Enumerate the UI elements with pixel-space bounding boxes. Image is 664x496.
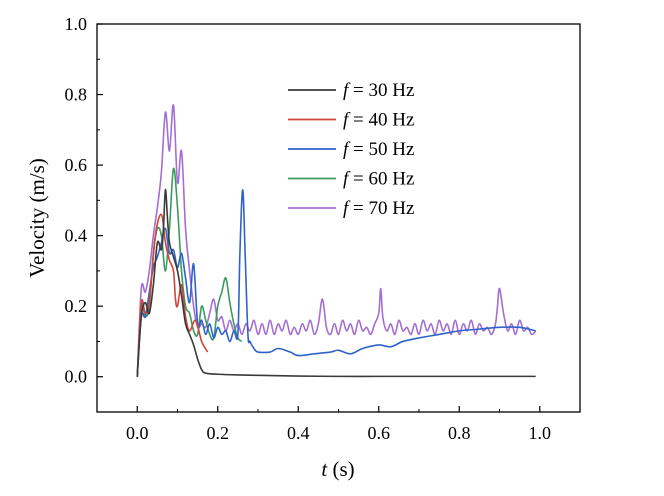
y-tick-label: 1.0 xyxy=(65,14,88,34)
legend-value: = 50 Hz xyxy=(348,139,414,160)
x-tick-label: 0.0 xyxy=(126,423,149,443)
legend-variable: f xyxy=(343,110,351,131)
series-line-2 xyxy=(136,213,209,377)
x-axis-title: t (s) xyxy=(321,457,354,481)
x-tick-label: 1.0 xyxy=(529,423,552,443)
legend-value: = 70 Hz xyxy=(348,198,414,219)
legend: f = 30 Hzf = 40 Hzf = 50 Hzf = 60 Hzf = … xyxy=(288,80,414,219)
legend-label: f = 50 Hz xyxy=(343,139,414,160)
axis-ticks: 0.0 0.2 0.4 0.6 0.8 1.0 0.0 0.2 0.4 0.6 0.8 1.0 xyxy=(65,14,552,443)
legend-label: f = 30 Hz xyxy=(343,80,414,101)
legend-label: f = 70 Hz xyxy=(343,198,414,219)
legend-label: f = 40 Hz xyxy=(343,110,414,131)
x-axis-variable: t xyxy=(321,457,328,481)
legend-value: = 40 Hz xyxy=(348,110,414,131)
legend-value: = 60 Hz xyxy=(348,169,414,190)
legend-label: f = 60 Hz xyxy=(343,169,414,190)
series-lines xyxy=(136,104,537,378)
legend-variable: f xyxy=(343,169,351,190)
x-tick-label: 0.2 xyxy=(207,423,230,443)
legend-value: = 30 Hz xyxy=(348,80,414,101)
y-tick-label: 0.0 xyxy=(65,367,88,387)
legend-variable: f xyxy=(343,80,351,101)
y-tick-label: 0.2 xyxy=(65,296,88,316)
series-line-1 xyxy=(136,188,536,378)
series-line-3 xyxy=(136,188,536,377)
y-tick-label: 0.6 xyxy=(65,155,88,175)
legend-variable: f xyxy=(343,139,351,160)
y-tick-label: 0.8 xyxy=(65,85,88,105)
x-tick-label: 0.6 xyxy=(368,423,391,443)
legend-variable: f xyxy=(343,198,351,219)
x-tick-label: 0.8 xyxy=(448,423,471,443)
y-tick-label: 0.4 xyxy=(65,226,88,246)
x-axis-unit: (s) xyxy=(327,457,354,481)
x-tick-label: 0.4 xyxy=(287,423,310,443)
y-axis-title: Velocity (m/s) xyxy=(25,158,49,278)
